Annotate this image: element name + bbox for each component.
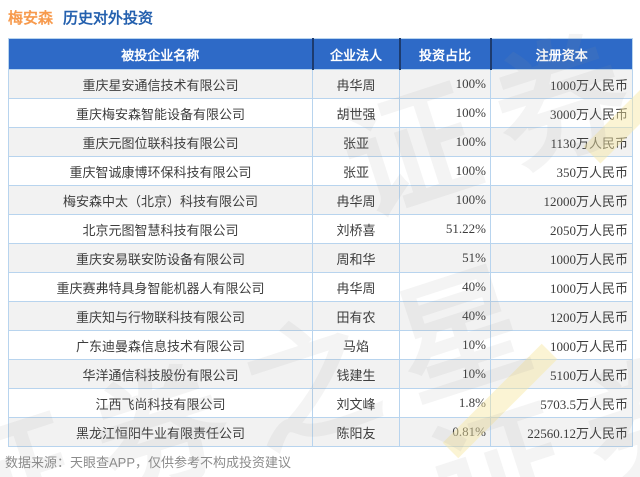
column-header-investment-ratio: 投资占比 (398, 38, 491, 70)
legal-person-cell: 胡世强 (312, 98, 400, 128)
company-name-cell: 黑龙江恒阳牛业有限责任公司 (8, 417, 313, 447)
investment-ratio-cell: 100% (399, 98, 491, 128)
registered-capital-cell: 1000万人民币 (490, 243, 633, 273)
column-header-registered-capital: 注册资本 (489, 38, 633, 70)
investment-ratio-cell: 40% (399, 272, 491, 302)
table-row: 江西飞尚科技有限公司 刘文峰 1.8% 5703.5万人民币 (8, 388, 633, 418)
page-title-suffix: 历史对外投资 (63, 9, 154, 27)
table-row: 梅安森中太（北京）科技有限公司 冉华周 100% 12000万人民币 (8, 185, 633, 215)
legal-person-cell: 冉华周 (312, 272, 400, 302)
legal-person-cell: 刘桥喜 (312, 214, 400, 244)
investment-ratio-cell: 51% (399, 243, 491, 273)
investment-ratio-cell: 0.81% (399, 417, 491, 447)
registered-capital-cell: 350万人民币 (490, 156, 633, 186)
investment-ratio-cell: 100% (399, 185, 491, 215)
registered-capital-cell: 22560.12万人民币 (490, 417, 633, 447)
legal-person-cell: 田有农 (312, 301, 400, 331)
table-row: 重庆梅安森智能设备有限公司 胡世强 100% 3000万人民币 (8, 98, 633, 128)
investment-ratio-cell: 100% (399, 156, 491, 186)
table-row: 重庆智诚康博环保科技有限公司 张亚 100% 350万人民币 (8, 156, 633, 186)
table-row: 重庆知与行物联科技有限公司 田有农 40% 1200万人民币 (8, 301, 633, 331)
table-header-row: 被投企业名称 企业法人 投资占比 注册资本 (8, 38, 633, 70)
column-header-invested-company: 被投企业名称 (8, 38, 313, 70)
table-header: 被投企业名称 企业法人 投资占比 注册资本 (8, 38, 633, 70)
investment-ratio-cell: 10% (399, 359, 491, 389)
table-row: 广东迪曼森信息技术有限公司 马焰 10% 1000万人民币 (8, 330, 633, 360)
legal-person-cell: 陈阳友 (312, 417, 400, 447)
table-row: 重庆赛弗特具身智能机器人有限公司 冉华周 40% 1000万人民币 (8, 272, 633, 302)
table-row: 重庆元图位联科技有限公司 张亚 100% 1130万人民币 (8, 127, 633, 157)
legal-person-cell: 冉华周 (312, 185, 400, 215)
company-name-cell: 华洋通信科技股份有限公司 (8, 359, 313, 389)
legal-person-cell: 刘文峰 (312, 388, 400, 418)
table-row: 北京元图智慧科技有限公司 刘桥喜 51.22% 2050万人民币 (8, 214, 633, 244)
company-name-cell: 重庆智诚康博环保科技有限公司 (8, 156, 313, 186)
company-name-cell: 重庆元图位联科技有限公司 (8, 127, 313, 157)
data-source-note: 数据来源：天眼查APP，仅供参考不构成投资建议 (5, 455, 292, 470)
registered-capital-cell: 2050万人民币 (490, 214, 633, 244)
registered-capital-cell: 3000万人民币 (490, 98, 633, 128)
legal-person-cell: 马焰 (312, 330, 400, 360)
registered-capital-cell: 1000万人民币 (490, 330, 633, 360)
investment-ratio-cell: 10% (399, 330, 491, 360)
investment-ratio-cell: 40% (399, 301, 491, 331)
company-name-cell: 重庆安易联安防设备有限公司 (8, 243, 313, 273)
page-title: 梅安森 历史对外投资 (8, 4, 153, 30)
investment-ratio-cell: 100% (399, 127, 491, 157)
company-name-cell: 重庆星安通信技术有限公司 (8, 69, 313, 99)
registered-capital-cell: 1200万人民币 (490, 301, 633, 331)
legal-person-cell: 周和华 (312, 243, 400, 273)
company-name-cell: 重庆知与行物联科技有限公司 (8, 301, 313, 331)
column-header-legal-person: 企业法人 (311, 38, 400, 70)
legal-person-cell: 冉华周 (312, 69, 400, 99)
table-body: 重庆星安通信技术有限公司 冉华周 100% 1000万人民币 重庆梅安森智能设备有限公司… (8, 69, 633, 447)
registered-capital-cell: 1000万人民币 (490, 272, 633, 302)
table-row: 重庆星安通信技术有限公司 冉华周 100% 1000万人民币 (8, 69, 633, 99)
investment-ratio-cell: 51.22% (399, 214, 491, 244)
investment-ratio-cell: 100% (399, 69, 491, 99)
registered-capital-cell: 12000万人民币 (490, 185, 633, 215)
table-row: 华洋通信科技股份有限公司 钱建生 10% 5100万人民币 (8, 359, 633, 389)
table-row: 黑龙江恒阳牛业有限责任公司 陈阳友 0.81% 22560.12万人民币 (8, 417, 633, 447)
investment-table: 被投企业名称 企业法人 投资占比 注册资本 重庆星安通信技术有限公司 冉华周 100… (8, 38, 633, 447)
company-name-cell: 重庆赛弗特具身智能机器人有限公司 (8, 272, 313, 302)
registered-capital-cell: 5100万人民币 (490, 359, 633, 389)
legal-person-cell: 张亚 (312, 127, 400, 157)
legal-person-cell: 张亚 (312, 156, 400, 186)
registered-capital-cell: 1130万人民币 (490, 127, 633, 157)
company-name-cell: 重庆梅安森智能设备有限公司 (8, 98, 313, 128)
legal-person-cell: 钱建生 (312, 359, 400, 389)
company-name-cell: 广东迪曼森信息技术有限公司 (8, 330, 313, 360)
stock-name: 梅安森 (8, 9, 54, 27)
company-name-cell: 梅安森中太（北京）科技有限公司 (8, 185, 313, 215)
registered-capital-cell: 5703.5万人民币 (490, 388, 633, 418)
registered-capital-cell: 1000万人民币 (490, 69, 633, 99)
investment-ratio-cell: 1.8% (399, 388, 491, 418)
table-row: 重庆安易联安防设备有限公司 周和华 51% 1000万人民币 (8, 243, 633, 273)
company-name-cell: 江西飞尚科技有限公司 (8, 388, 313, 418)
company-name-cell: 北京元图智慧科技有限公司 (8, 214, 313, 244)
